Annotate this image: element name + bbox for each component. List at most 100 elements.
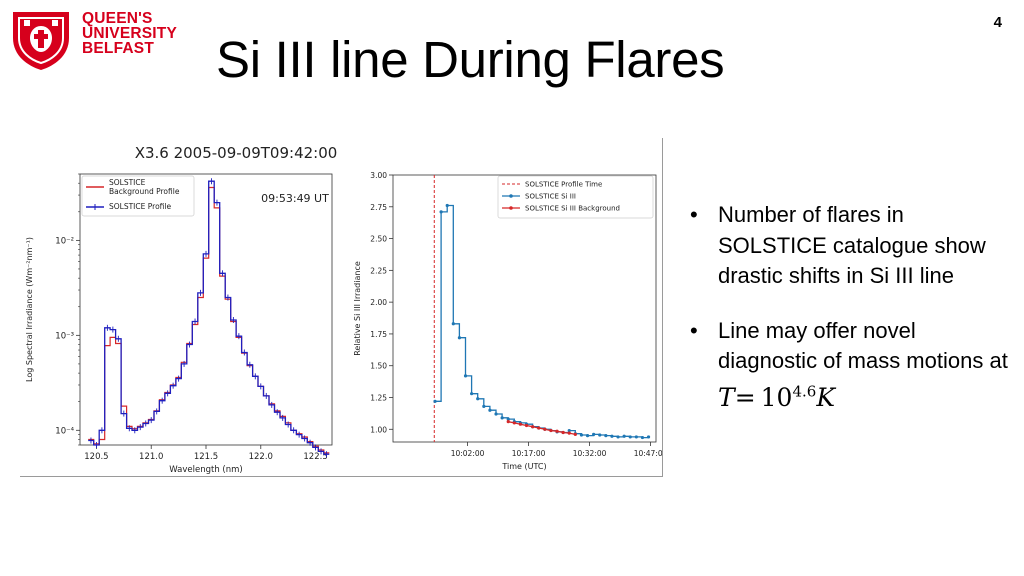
si-iii-point <box>567 428 571 433</box>
si-iii-point <box>445 203 449 208</box>
timeseries-ytick-label: 2.75 <box>370 203 387 212</box>
bullet-item-flares: Number of flares in SOLSTICE catalogue s… <box>690 200 1010 292</box>
figure-title: X3.6 2005-09-09T09:42:00 <box>135 144 338 162</box>
si-iii-background-point <box>567 431 571 435</box>
spectrum-xlabel: Wavelength (nm) <box>169 465 242 475</box>
si-iii-background-point <box>531 425 535 429</box>
spectrum-xtick-label: 120.5 <box>84 452 108 462</box>
si-iii-background-point <box>506 420 510 424</box>
timeseries-ytick-label: 2.00 <box>370 298 387 307</box>
si-iii-point <box>463 374 468 378</box>
si-iii-point <box>488 408 492 412</box>
si-iii-point <box>470 392 474 396</box>
si-iii-point <box>592 432 596 436</box>
page-title: Si III line During Flares <box>216 31 725 88</box>
formula-var: T <box>718 382 735 412</box>
logo-line-2: UNIVERSITY <box>82 25 178 42</box>
university-logo: QUEEN'S UNIVERSITY BELFAST <box>10 8 182 72</box>
temperature-formula: T= 104.6K <box>718 383 835 412</box>
si-iii-point <box>439 210 443 214</box>
si-iii-point <box>610 434 614 438</box>
si-iii-background-point <box>555 429 559 433</box>
legend-marker-si-iii <box>509 194 513 198</box>
timeseries-ytick-label: 1.25 <box>370 394 387 403</box>
timeseries-xtick-label: 10:47:00 <box>634 449 662 458</box>
timeseries-legend-box <box>497 175 654 219</box>
si-iii-point <box>628 435 632 439</box>
si-iii-point <box>451 322 455 326</box>
timeseries-ytick-label: 2.50 <box>370 235 387 244</box>
spectrum-ytick-label: 10⁻² <box>55 236 74 246</box>
spectrum-chart: 120.5 121.0 121.5 122.0 122.5 10⁻⁴ 10⁻³ 10⁻² Wav… <box>25 173 333 475</box>
timeseries-ytick-label: 1.50 <box>370 362 387 371</box>
timeseries-xlabel: Time (UTC) <box>501 462 546 471</box>
timeseries-ytick-label: 1.75 <box>370 330 387 339</box>
si-iii-point <box>457 336 462 340</box>
bullet-text-flares: Number of flares in SOLSTICE catalogue s… <box>718 202 986 288</box>
legend-label-background-1: SOLSTICE <box>109 178 146 187</box>
si-iii-point <box>634 435 638 439</box>
legend-label-background-2: Background Profile <box>109 187 180 196</box>
si-iii-point <box>506 417 510 421</box>
legend-label-si-iii: SOLSTICE Si III <box>525 193 576 201</box>
page-number: 4 <box>993 14 1002 31</box>
legend-label-background: SOLSTICE Si III Background <box>525 205 620 213</box>
si-iii-background-point <box>537 426 541 430</box>
bullet-list: Number of flares in SOLSTICE catalogue s… <box>690 200 1010 438</box>
si-iii-background-point <box>561 430 565 435</box>
timeseries-legend: SOLSTICE Profile Time SOLSTICE Si III SOLS… <box>497 175 654 219</box>
timeseries-axes-frame <box>392 174 657 443</box>
legend-label-profile-time: SOLSTICE Profile Time <box>525 181 602 189</box>
si-iii-point <box>640 435 645 440</box>
spectrum-annotation: 09:53:49 UT <box>261 192 329 205</box>
legend-marker-background <box>509 206 513 210</box>
timeseries-xtick-label: 10:02:00 <box>451 449 485 458</box>
series-si-iii-line <box>435 204 650 439</box>
spectrum-ytick-label: 10⁻³ <box>55 331 74 341</box>
spectrum-xtick-label: 121.0 <box>139 452 163 462</box>
si-iii-background-point <box>524 423 529 428</box>
si-iii-point <box>476 397 480 401</box>
spectrum-legend-box <box>81 175 195 217</box>
timeseries-ytick-label: 3.00 <box>370 171 387 180</box>
formula-base: 10 <box>760 382 793 412</box>
si-iii-point <box>646 435 651 439</box>
timeseries-xtick-label: 10:17:00 <box>512 449 546 458</box>
legend-label-profile: SOLSTICE Profile <box>109 202 171 211</box>
si-iii-point <box>433 399 437 403</box>
si-iii-background-point <box>549 428 553 433</box>
timeseries-ytick-label: 1.00 <box>370 425 387 434</box>
flare-figure: X3.6 2005-09-09T09:42:00 120.5 121.0 121.5… <box>20 138 663 477</box>
spectrum-xtick-label: 121.5 <box>194 452 218 462</box>
logo-line-3: BELFAST <box>82 40 155 57</box>
formula-eq: = <box>734 382 756 412</box>
timeseries-ytick-label: 2.25 <box>370 266 387 275</box>
si-iii-point <box>494 412 498 416</box>
timeseries-chart: 10:02:00 10:17:00 10:32:00 10:47:00 1.00 1.25… <box>353 171 662 471</box>
si-iii-background-point <box>573 432 577 436</box>
si-iii-background-point <box>543 427 547 431</box>
bullet-text-diagnostic: Line may offer novel diagnostic of mass … <box>718 317 1008 374</box>
timeseries-xtick-label: 10:32:00 <box>573 449 607 458</box>
logo-wordmark: QUEEN'S UNIVERSITY BELFAST <box>82 10 178 57</box>
crest-icon <box>13 12 69 70</box>
bullet-item-diagnostic: Line may offer novel diagnostic of mass … <box>690 316 1010 415</box>
si-iii-background-point <box>518 422 523 426</box>
spectrum-xtick-label: 122.0 <box>249 452 273 462</box>
series-solstice-profile-line <box>88 180 330 455</box>
formula-exp: 4.6 <box>792 382 817 401</box>
flare-figure-svg: X3.6 2005-09-09T09:42:00 120.5 121.0 121.5… <box>25 144 662 475</box>
spectrum-ytick-label: 10⁻⁴ <box>55 426 74 436</box>
si-iii-point <box>482 404 486 408</box>
timeseries-ylabel: Relative Si III Irradiance <box>353 261 362 356</box>
formula-unit: K <box>816 382 835 412</box>
series-si-iii-background-line <box>508 421 576 436</box>
si-iii-point <box>622 434 626 438</box>
logo-line-1: QUEEN'S <box>82 10 153 27</box>
si-iii-point <box>585 434 590 438</box>
spectrum-xtick-label: 122.5 <box>303 452 327 462</box>
spectrum-ylabel: Log Spectral Irradiance (Wm⁻²nm⁻¹) <box>25 237 34 382</box>
si-iii-point <box>616 435 620 439</box>
si-iii-point <box>604 434 608 438</box>
